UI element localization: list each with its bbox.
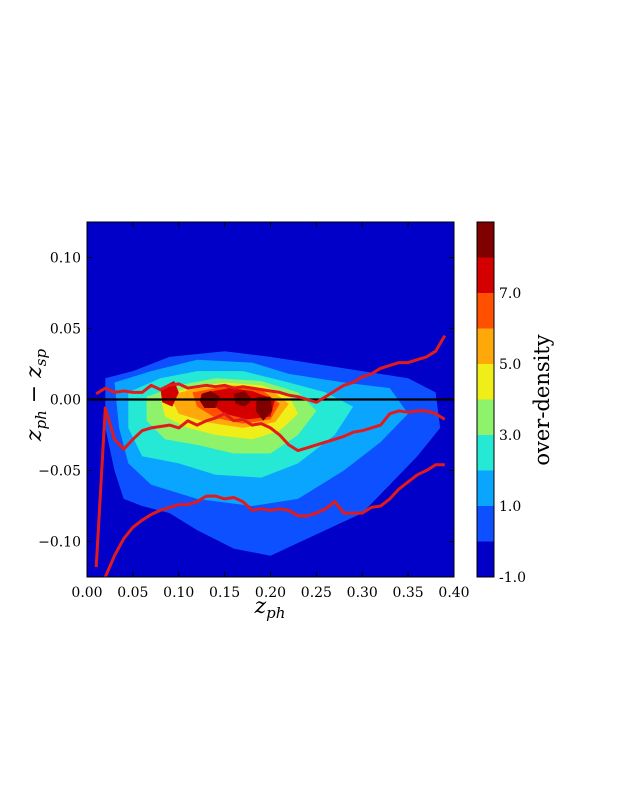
x-tick-label: 0.35 (393, 585, 424, 601)
x-tick-label: 0.40 (438, 585, 469, 601)
colorbar-frame (476, 221, 495, 578)
colorbar-label: over-density (530, 334, 554, 465)
colorbar-segment (477, 364, 494, 400)
y-tick-label: −0.10 (38, 535, 81, 551)
colorbar-segment (477, 328, 494, 364)
y-tick-label: 0.05 (50, 322, 81, 338)
y-tick-label: 0.10 (50, 251, 81, 267)
colorbar-segment (477, 257, 494, 293)
y-axis-label: zph − zsp (22, 349, 50, 443)
colorbar-segment (477, 399, 494, 435)
x-tick-label: 0.30 (347, 585, 378, 601)
x-tick-label: 0.05 (117, 585, 148, 601)
colorbar-tick-label: 7.0 (499, 286, 521, 302)
x-tick-label: 0.00 (71, 585, 102, 601)
colorbar-ticks: -1.0 1.0 3.0 5.0 7.0 (499, 286, 526, 586)
x-tick-label: 0.25 (301, 585, 332, 601)
y-tick-label: −0.05 (38, 464, 81, 480)
colorbar-segment (477, 541, 494, 577)
x-tick-label: 0.20 (255, 585, 286, 601)
x-tick-label: 0.10 (163, 585, 194, 601)
colorbar-segment (477, 435, 494, 471)
colorbar-segments (477, 222, 494, 577)
colorbar-tick-label: 5.0 (499, 357, 521, 373)
percentile-line-2 (95, 334, 447, 404)
percentile-lines (94, 334, 447, 577)
y-axis: −0.10 −0.05 0.00 0.05 0.10 (38, 251, 454, 551)
percentile-line-3 (103, 463, 445, 577)
colorbar-segment (477, 222, 494, 258)
plot-area (86, 221, 455, 578)
percentile-line-1 (94, 406, 446, 568)
colorbar-tick-label: 1.0 (499, 499, 521, 515)
colorbar-segment (477, 470, 494, 506)
colorbar-segment (477, 293, 494, 329)
colorbar: -1.0 1.0 3.0 5.0 7.0 over-density (476, 221, 554, 586)
colorbar-tick-label: -1.0 (499, 570, 526, 586)
x-tick-label: 0.15 (209, 585, 240, 601)
colorbar-segment (477, 506, 494, 542)
y-tick-label: 0.00 (50, 393, 81, 409)
colorbar-tick-label: 3.0 (499, 428, 521, 444)
density-region-level-8 (255, 396, 273, 421)
x-axis: 0.00 0.05 0.10 0.15 0.20 0.25 0.30 0.35 0.40 (71, 222, 470, 601)
